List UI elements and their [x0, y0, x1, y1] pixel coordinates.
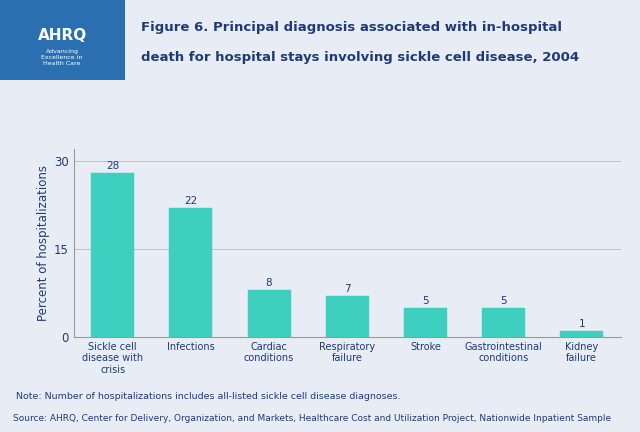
Text: Figure 6. Principal diagnosis associated with in-hospital: Figure 6. Principal diagnosis associated… — [141, 22, 562, 35]
Bar — [170, 208, 212, 337]
Bar — [0, 0, 125, 80]
Text: Note: Number of hospitalizations includes all-listed sickle cell disease diagnos: Note: Number of hospitalizations include… — [13, 392, 400, 401]
Text: 1: 1 — [579, 319, 585, 329]
Y-axis label: Percent of hospitalizations: Percent of hospitalizations — [36, 165, 50, 321]
Text: death for hospital stays involving sickle cell disease, 2004: death for hospital stays involving sickl… — [141, 51, 579, 64]
Text: 5: 5 — [500, 296, 507, 306]
Bar — [560, 331, 604, 337]
Bar — [482, 308, 525, 337]
Text: 28: 28 — [106, 161, 119, 171]
Text: Source: AHRQ, Center for Delivery, Organization, and Markets, Healthcare Cost an: Source: AHRQ, Center for Delivery, Organ… — [13, 414, 611, 422]
Text: 8: 8 — [266, 278, 273, 288]
Bar — [248, 290, 291, 337]
Bar — [91, 172, 134, 337]
Text: 22: 22 — [184, 196, 198, 206]
Text: 7: 7 — [344, 284, 351, 294]
Text: AHRQ: AHRQ — [38, 29, 86, 44]
Text: Advancing
Excellence in
Health Care: Advancing Excellence in Health Care — [42, 49, 83, 66]
Bar — [404, 308, 447, 337]
Text: 5: 5 — [422, 296, 429, 306]
Bar — [326, 296, 369, 337]
